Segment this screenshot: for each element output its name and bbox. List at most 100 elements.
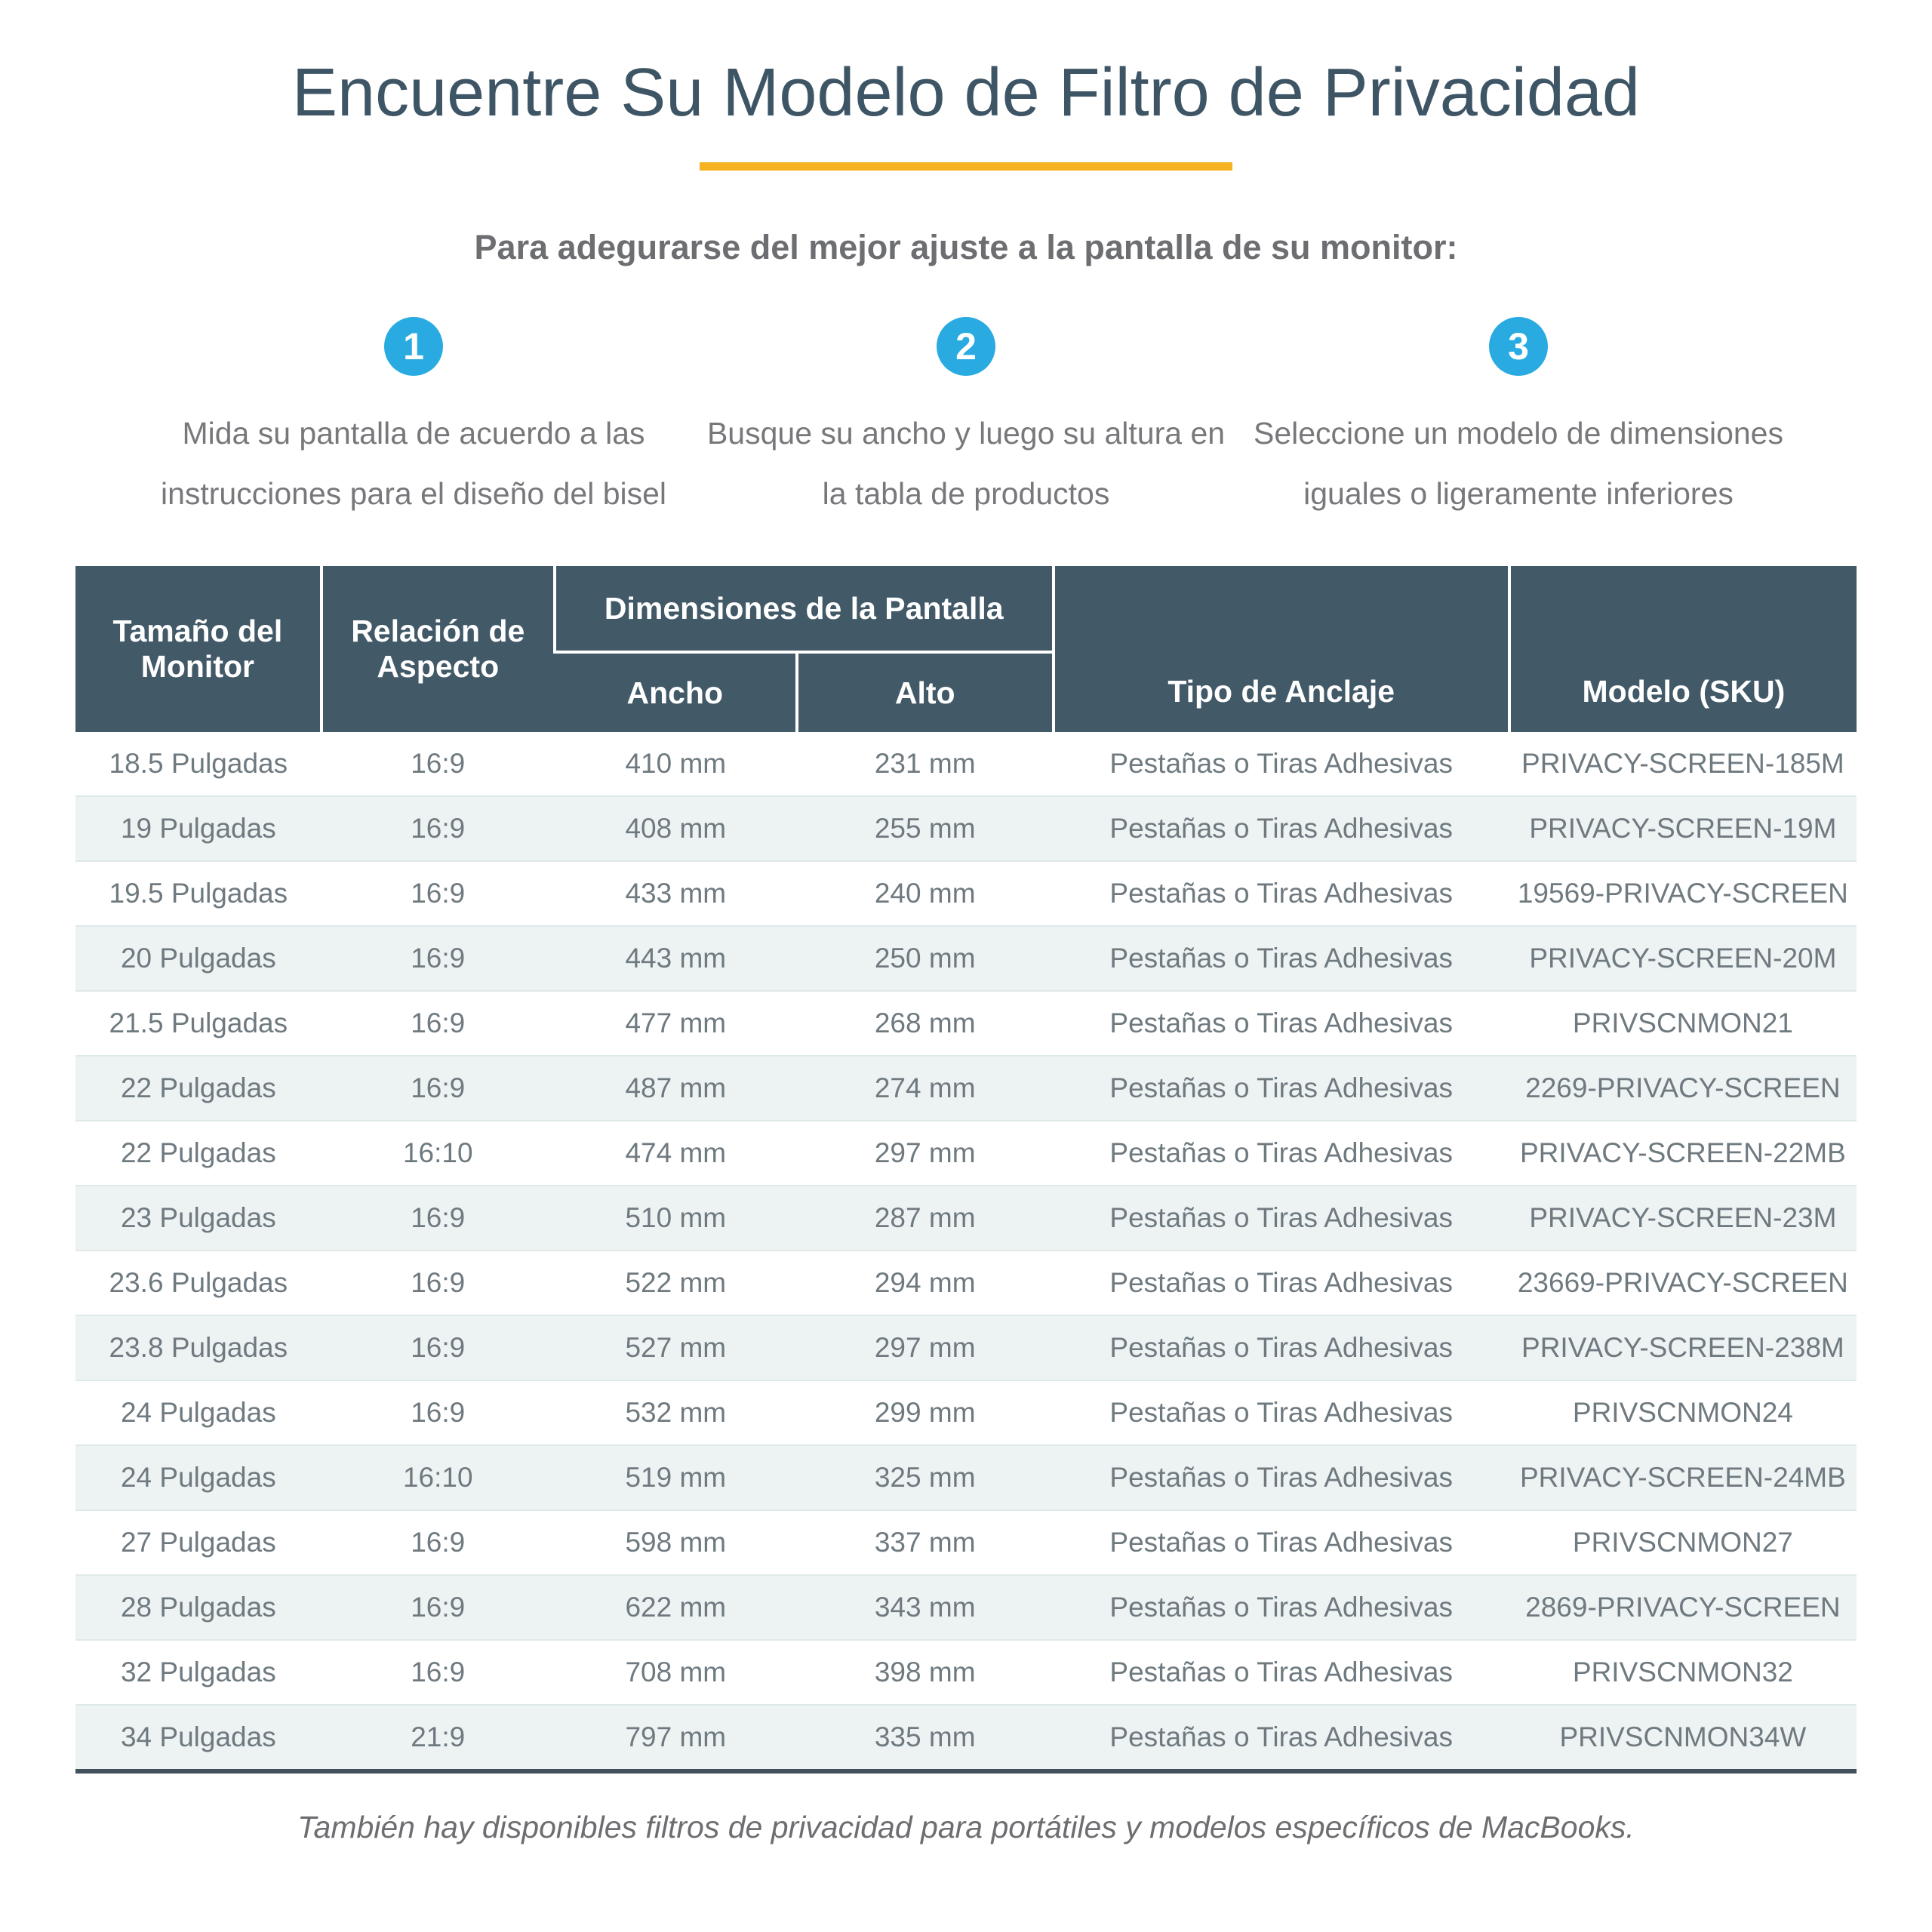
header-aspect-ratio: Relación de Aspecto [319, 566, 555, 732]
step-3: 3 Seleccione un modelo de dimensiones ig… [1248, 317, 1789, 524]
table-cell: 16:9 [411, 1202, 466, 1233]
step-2-number-badge: 2 [937, 317, 995, 376]
table-cell: 16:9 [411, 878, 466, 909]
table-row: 19.5 Pulgadas 16:9 433 mm 240 mm Pestañas o … [75, 861, 1857, 926]
page-title: Encuentre Su Modelo de Filtro de Privaci… [292, 55, 1640, 131]
table-cell: 23 Pulgadas [120, 1202, 276, 1233]
step-1-text: Mida su pantalla de acuerdo a las instru… [160, 416, 667, 511]
table-cell: 487 mm [625, 1072, 727, 1103]
table-cell: 16:9 [411, 943, 466, 974]
table-row: 23 Pulgadas 16:9 510 mm 287 mm Pestañas o Ti… [75, 1186, 1857, 1251]
header-dimensions-group: Dimensiones de la Pantalla [552, 566, 1054, 654]
table-cell: 34 Pulgadas [120, 1721, 276, 1752]
table-row: 22 Pulgadas 16:9 487 mm 274 mm Pestañas o Ti… [75, 1056, 1857, 1121]
table-cell: Pestañas o Tiras Adhesivas [1109, 943, 1453, 974]
table-cell: 16:10 [402, 1137, 473, 1168]
table-cell: 24 Pulgadas [120, 1462, 276, 1493]
step-2: 2 Busque su ancho y luego su altura en l… [696, 317, 1236, 524]
table-cell: 21:9 [411, 1721, 466, 1752]
table-cell: 23.8 Pulgadas [109, 1332, 288, 1363]
table-row: 28 Pulgadas 16:9 622 mm 343 mm Pestañas o Ti… [75, 1575, 1857, 1640]
header-monitor-size: Tamaño del Monitor [75, 566, 321, 732]
table-cell: Pestañas o Tiras Adhesivas [1109, 748, 1453, 779]
table-cell: 622 mm [625, 1592, 727, 1623]
table-cell: PRIVSCNMON34W [1559, 1721, 1807, 1752]
table-cell: 19.5 Pulgadas [109, 878, 288, 909]
table-cell: PRIVACY-SCREEN-23M [1529, 1202, 1837, 1233]
product-table-body: 18.5 Pulgadas 16:9 410 mm 231 mm Pestañas o … [75, 732, 1857, 1771]
table-cell: PRIVACY-SCREEN-22MB [1519, 1137, 1846, 1168]
table-cell: Pestañas o Tiras Adhesivas [1109, 1462, 1453, 1493]
table-cell: 2269-PRIVACY-SCREEN [1525, 1072, 1841, 1103]
table-cell: Pestañas o Tiras Adhesivas [1109, 1721, 1453, 1752]
step-2-text: Busque su ancho y luego su altura en la … [706, 416, 1226, 511]
table-cell: 797 mm [625, 1721, 727, 1752]
table-row: 32 Pulgadas 16:9 708 mm 398 mm Pestañas o Ti… [75, 1640, 1857, 1705]
table-cell: 16:9 [411, 1008, 466, 1038]
table-cell: 519 mm [625, 1462, 727, 1493]
table-cell: 21.5 Pulgadas [109, 1008, 288, 1038]
table-cell: 532 mm [625, 1397, 727, 1428]
footnote: También hay disponibles filtros de priva… [297, 1810, 1635, 1844]
table-cell: 27 Pulgadas [120, 1527, 276, 1558]
table-cell: 16:9 [411, 1592, 466, 1623]
table-cell: 708 mm [625, 1657, 727, 1687]
table-cell: 16:9 [411, 748, 466, 779]
table-cell: 22 Pulgadas [120, 1072, 276, 1103]
table-cell: 28 Pulgadas [120, 1592, 276, 1623]
table-row: 34 Pulgadas 21:9 797 mm 335 mm Pestañas o Ti… [75, 1705, 1857, 1771]
table-cell: Pestañas o Tiras Adhesivas [1109, 1592, 1453, 1623]
table-row: 23.6 Pulgadas 16:9 522 mm 294 mm Pestañas o … [75, 1251, 1857, 1315]
table-cell: Pestañas o Tiras Adhesivas [1109, 813, 1453, 844]
table-row: 18.5 Pulgadas 16:9 410 mm 231 mm Pestañas o … [75, 732, 1857, 796]
table-cell: 23.6 Pulgadas [109, 1267, 288, 1298]
table-cell: 474 mm [625, 1137, 727, 1168]
steps-row: 1 Mida su pantalla de acuerdo a las inst… [143, 317, 1789, 524]
table-cell: Pestañas o Tiras Adhesivas [1109, 1657, 1453, 1687]
table-cell: 19 Pulgadas [120, 813, 276, 844]
table-cell: PRIVSCNMON24 [1572, 1397, 1793, 1428]
title-divider [700, 162, 1232, 171]
product-table-header: Tamaño del Monitor Relación de Aspecto D… [75, 566, 1857, 732]
table-cell: Pestañas o Tiras Adhesivas [1109, 878, 1453, 909]
table-cell: Pestañas o Tiras Adhesivas [1109, 1267, 1453, 1298]
table-cell: 510 mm [625, 1202, 727, 1233]
table-cell: Pestañas o Tiras Adhesivas [1109, 1332, 1453, 1363]
table-cell: 16:9 [411, 813, 466, 844]
table-cell: 16:10 [402, 1462, 473, 1493]
table-cell: 325 mm [874, 1462, 976, 1493]
table-cell: PRIVACY-SCREEN-19M [1529, 813, 1837, 844]
table-cell: Pestañas o Tiras Adhesivas [1109, 1008, 1453, 1038]
table-cell: 522 mm [625, 1267, 727, 1298]
table-row: 22 Pulgadas 16:10 474 mm 297 mm Pestañas o T… [75, 1121, 1857, 1186]
table-cell: 410 mm [625, 748, 727, 779]
table-cell: PRIVACY-SCREEN-185M [1521, 748, 1844, 779]
table-row: 24 Pulgadas 16:10 519 mm 325 mm Pestañas o T… [75, 1445, 1857, 1510]
table-cell: 297 mm [874, 1332, 976, 1363]
table-cell: Pestañas o Tiras Adhesivas [1109, 1527, 1453, 1558]
page-subtitle: Para adegurarse del mejor ajuste a la pa… [474, 228, 1458, 266]
table-cell: 16:9 [411, 1332, 466, 1363]
table-cell: 477 mm [625, 1008, 727, 1038]
table-cell: 433 mm [625, 878, 727, 909]
step-1: 1 Mida su pantalla de acuerdo a las inst… [143, 317, 684, 524]
table-cell: 443 mm [625, 943, 727, 974]
table-cell: 231 mm [874, 748, 976, 779]
step-3-number-badge: 3 [1489, 317, 1548, 376]
table-cell: PRIVACY-SCREEN-20M [1529, 943, 1837, 974]
table-cell: 527 mm [625, 1332, 727, 1363]
table-cell: Pestañas o Tiras Adhesivas [1109, 1397, 1453, 1428]
table-cell: Pestañas o Tiras Adhesivas [1109, 1137, 1453, 1168]
table-row: 23.8 Pulgadas 16:9 527 mm 297 mm Pestañas o … [75, 1315, 1857, 1380]
table-cell: Pestañas o Tiras Adhesivas [1109, 1072, 1453, 1103]
table-row: 27 Pulgadas 16:9 598 mm 337 mm Pestañas o Ti… [75, 1510, 1857, 1575]
table-cell: 18.5 Pulgadas [109, 748, 288, 779]
table-cell: PRIVACY-SCREEN-24MB [1519, 1462, 1846, 1493]
table-cell: 274 mm [874, 1072, 976, 1103]
step-3-text: Seleccione un modelo de dimensiones igua… [1253, 416, 1783, 511]
step-1-number-badge: 1 [384, 317, 443, 376]
table-cell: 343 mm [874, 1592, 976, 1623]
table-cell: 337 mm [874, 1527, 976, 1558]
table-cell: PRIVSCNMON21 [1572, 1008, 1793, 1038]
